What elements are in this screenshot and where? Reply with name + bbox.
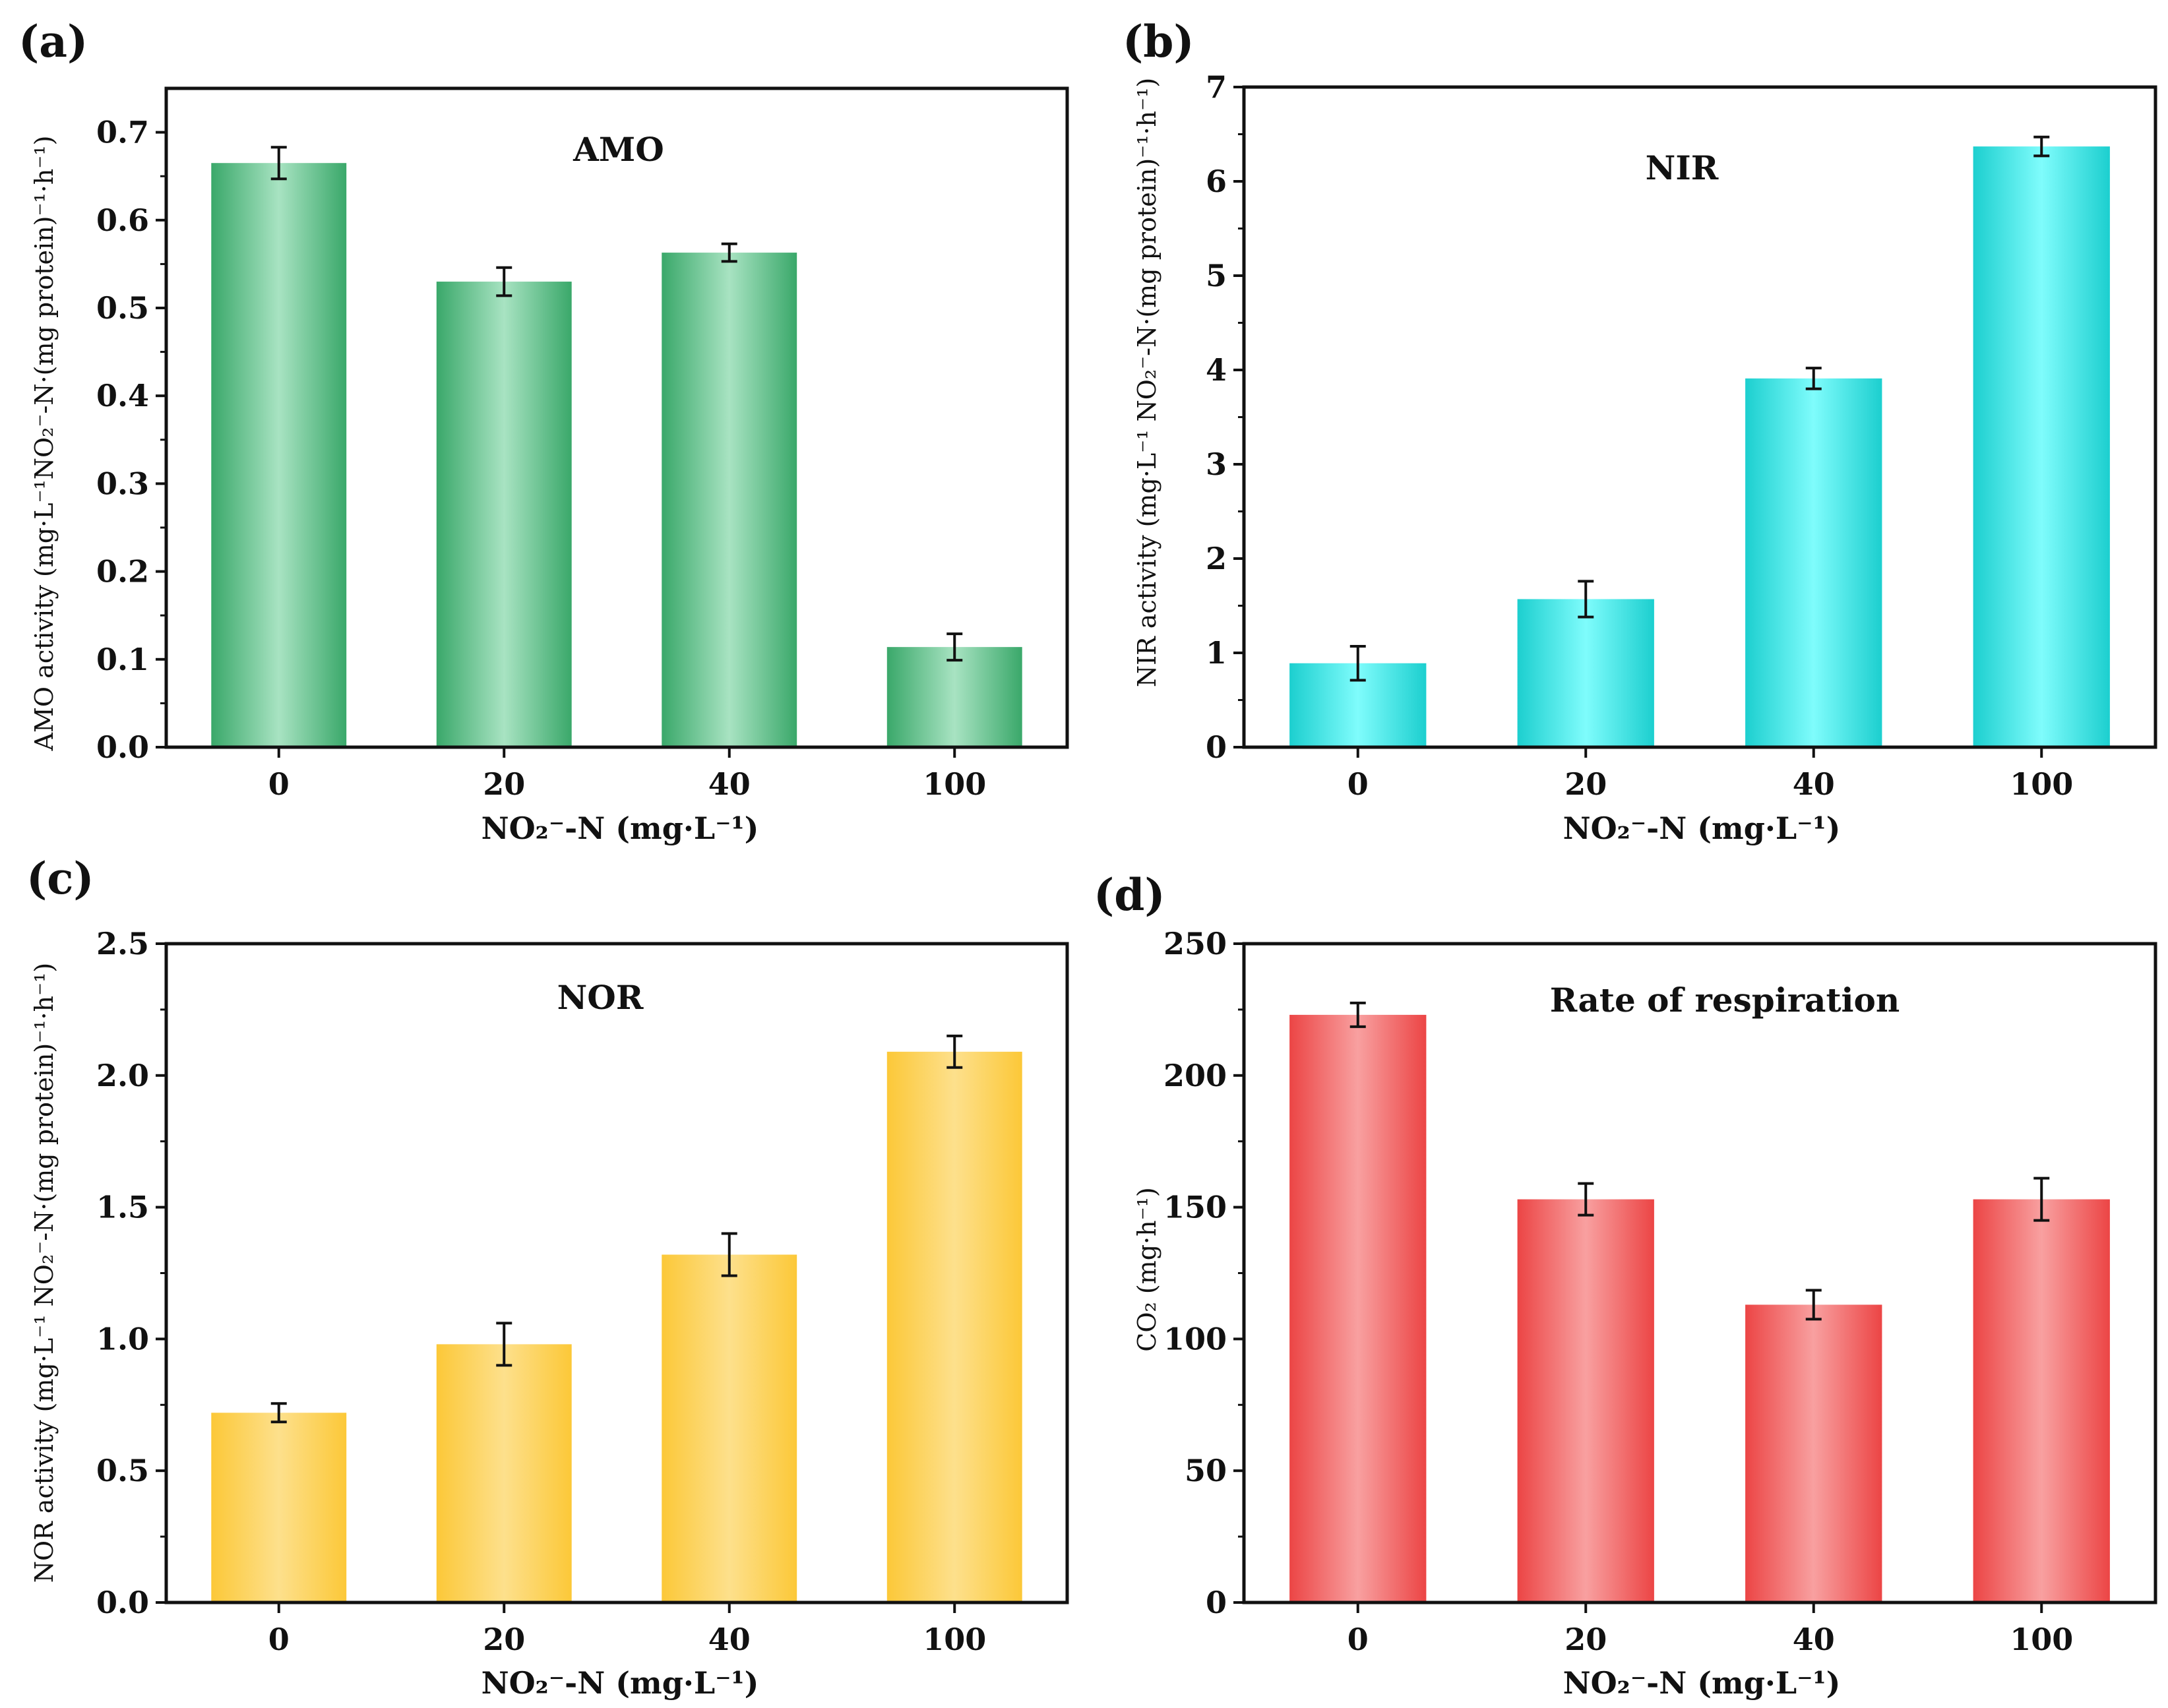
- bar: [662, 253, 797, 748]
- chart-title: AMO: [573, 130, 664, 169]
- y-tick-label: 2.0: [96, 1058, 149, 1093]
- bar: [1517, 1199, 1654, 1602]
- panel-letter: (a): [18, 16, 88, 67]
- chart-title: Rate of respiration: [1550, 981, 1900, 1020]
- bar: [886, 1051, 1022, 1602]
- bar: [1517, 599, 1654, 747]
- x-tick-label: 100: [923, 766, 986, 802]
- panel-a: (a) AMO activity (mg·L⁻¹NO₂⁻-N·(mg prote…: [18, 16, 1069, 846]
- y-tick-label: 4: [1206, 352, 1227, 388]
- y-tick-label: 2.5: [96, 926, 149, 961]
- bar: [211, 1413, 347, 1602]
- x-tick-label: 0: [268, 1622, 290, 1657]
- x-tick-label: 40: [708, 1622, 751, 1657]
- y-tick-label: 0.6: [96, 202, 149, 238]
- x-tick-label: 100: [2010, 766, 2073, 802]
- chart-title: NIR: [1646, 148, 1719, 187]
- y-tick-label: 200: [1163, 1058, 1227, 1093]
- panel-letter: (d): [1094, 869, 1165, 921]
- y-tick-label: 0.1: [96, 642, 149, 677]
- panel-b: (b) NIR activity (mg·L⁻¹ NO₂⁻-N·(mg prot…: [1123, 16, 2157, 846]
- bar: [1973, 146, 2110, 748]
- plot-frame: [164, 86, 1069, 749]
- bar: [436, 282, 572, 747]
- y-axis-title: NOR activity (mg·L⁻¹ NO₂⁻-N·(mg protein)…: [30, 963, 59, 1583]
- bar: [886, 647, 1022, 747]
- y-tick-label: 0.5: [96, 1453, 149, 1488]
- panel-d: (d) CO₂ (mg·h⁻¹) 0 20 40 100 0 50 100 150 200 250…: [1094, 869, 2157, 1701]
- y-tick-label: 2: [1206, 541, 1227, 576]
- x-tick-label: 40: [1793, 1622, 1835, 1657]
- y-tick-label: 0: [1206, 1585, 1227, 1620]
- x-axis-title: NO₂⁻-N (mg·L⁻¹): [481, 1665, 759, 1701]
- y-tick-label: 7: [1206, 69, 1227, 105]
- y-tick-label: 3: [1206, 446, 1227, 482]
- y-tick-label: 0: [1206, 729, 1227, 765]
- x-tick-label: 20: [483, 1622, 525, 1657]
- plot-frame: [164, 942, 1069, 1604]
- y-axis-title: AMO activity (mg·L⁻¹NO₂⁻-N·(mg protein)⁻…: [30, 136, 59, 752]
- bar: [1289, 1014, 1427, 1602]
- x-tick-label: 0: [1347, 766, 1369, 802]
- y-tick-label: 5: [1206, 258, 1227, 293]
- plot-frame: [1242, 85, 2157, 749]
- bar: [1745, 1304, 1882, 1602]
- x-tick-label: 100: [2010, 1622, 2073, 1657]
- y-tick-label: 250: [1163, 926, 1227, 961]
- plot-frame: [1242, 942, 2157, 1604]
- y-tick-label: 1: [1206, 635, 1227, 671]
- y-tick-label: 0.5: [96, 290, 149, 326]
- y-tick-label: 0.7: [96, 115, 149, 150]
- bar: [436, 1344, 572, 1602]
- y-tick-label: 150: [1163, 1190, 1227, 1225]
- x-tick-label: 40: [708, 766, 751, 802]
- x-axis-title: NO₂⁻-N (mg·L⁻¹): [1563, 1665, 1841, 1701]
- bar: [1745, 378, 1882, 747]
- x-tick-label: 20: [1564, 1622, 1607, 1657]
- x-tick-label: 20: [483, 766, 525, 802]
- bar: [1973, 1199, 2110, 1602]
- y-axis-title: CO₂ (mg·h⁻¹): [1132, 1187, 1161, 1351]
- y-tick-label: 100: [1163, 1321, 1227, 1357]
- chart-title: NOR: [557, 978, 644, 1017]
- y-tick-label: 0.0: [96, 729, 149, 765]
- x-tick-label: 40: [1793, 766, 1835, 802]
- x-tick-label: 100: [923, 1622, 986, 1657]
- y-tick-label: 50: [1185, 1453, 1227, 1488]
- x-tick-label: 20: [1564, 766, 1607, 802]
- x-tick-label: 0: [1347, 1622, 1369, 1657]
- y-tick-label: 0.2: [96, 554, 149, 590]
- y-tick-label: 1.0: [96, 1321, 149, 1357]
- bar: [662, 1254, 797, 1602]
- y-tick-label: 0.4: [96, 378, 149, 413]
- panel-letter: (c): [26, 853, 94, 904]
- y-tick-label: 0.3: [96, 466, 149, 501]
- y-tick-label: 6: [1206, 164, 1227, 199]
- y-tick-label: 1.5: [96, 1190, 149, 1225]
- y-tick-label: 0.0: [96, 1585, 149, 1620]
- x-axis-title: NO₂⁻-N (mg·L⁻¹): [1563, 810, 1841, 846]
- panel-c: (c) NOR activity (mg·L⁻¹ NO₂⁻-N·(mg prot…: [26, 853, 1069, 1701]
- x-tick-label: 0: [268, 766, 290, 802]
- y-axis-title: NIR activity (mg·L⁻¹ NO₂⁻-N·(mg protein)…: [1132, 78, 1161, 687]
- x-axis-title: NO₂⁻-N (mg·L⁻¹): [481, 810, 759, 846]
- panel-letter: (b): [1123, 16, 1194, 67]
- bar: [211, 163, 347, 748]
